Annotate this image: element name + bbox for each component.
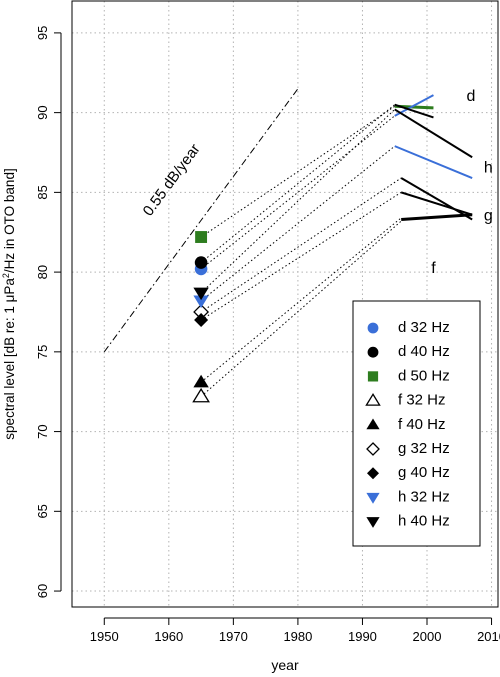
trend-line-label: 0.55 dB/year — [140, 141, 204, 220]
x-tick-label: 2010 — [477, 629, 500, 644]
dotted-connector — [200, 109, 396, 294]
legend-marker — [366, 492, 380, 504]
legend-marker — [366, 517, 380, 528]
y-tick-label: 90 — [35, 105, 50, 119]
legend-marker — [366, 442, 380, 456]
y-axis-label-superscript: 2 — [1, 273, 11, 278]
legend-marker — [367, 371, 379, 382]
data-point — [193, 374, 209, 388]
data-points — [192, 231, 210, 403]
trend-segments — [394, 94, 473, 221]
legend-marker — [367, 346, 379, 358]
legend-label: h 40 Hz — [398, 513, 450, 530]
data-point — [193, 295, 209, 309]
y-axis-label: spectral level [dB re: 1 μPa2/Hz in OTO … — [1, 168, 17, 439]
dotted-connector — [200, 145, 396, 302]
y-tick-label: 95 — [35, 26, 50, 40]
legend-marker — [367, 467, 379, 480]
legend-label: f 40 Hz — [398, 416, 446, 433]
trend-segment — [394, 108, 473, 159]
site-label: d — [466, 88, 475, 105]
y-axis-label-unit: /Hz in OTO band] — [2, 168, 17, 273]
dotted-connector — [200, 177, 402, 313]
y-tick-label: 80 — [35, 265, 50, 279]
site-labels: d h g f — [431, 88, 493, 277]
legend: d 32 Hz d 40 Hz d 50 Hz f 32 Hz f 40 Hz g 32 … — [352, 300, 481, 547]
y-tick-label: 65 — [35, 504, 50, 518]
y-axis-label-main: spectral level [dB re: 1 μPa — [2, 278, 17, 440]
legend-label: d 50 Hz — [398, 367, 450, 384]
dotted-connector — [200, 104, 396, 263]
x-axis: 1950 1960 1970 1980 1990 2000 2010 — [90, 617, 500, 644]
legend-label: f 32 Hz — [398, 392, 446, 409]
legend-label: d 40 Hz — [398, 343, 450, 360]
y-tick-label: 75 — [35, 345, 50, 359]
data-point — [195, 231, 208, 243]
legend-marker — [365, 393, 381, 406]
y-axis: 60 65 70 75 80 85 90 95 — [35, 26, 62, 598]
dotted-connector — [200, 105, 396, 238]
data-point — [194, 312, 209, 327]
x-tick-label: 1970 — [219, 629, 248, 644]
x-tick-label: 1950 — [90, 629, 119, 644]
x-tick-label: 2000 — [413, 629, 442, 644]
legend-label: h 32 Hz — [398, 488, 450, 505]
trend-segment — [400, 177, 473, 221]
legend-marker — [366, 418, 380, 430]
trend-line-path — [103, 88, 299, 353]
dotted-connectors — [200, 104, 402, 397]
x-tick-label: 1990 — [348, 629, 377, 644]
x-tick-label: 1980 — [283, 629, 312, 644]
trend-segment — [401, 213, 473, 221]
site-label: g — [484, 208, 493, 225]
data-point — [192, 387, 210, 403]
trend-segment — [394, 103, 434, 119]
dotted-connector — [200, 115, 396, 270]
dotted-connector — [200, 217, 402, 383]
legend-marker — [367, 322, 379, 334]
legend-label: d 32 Hz — [398, 319, 450, 336]
trend-segment — [400, 191, 473, 216]
plot-frame — [71, 0, 499, 608]
dotted-connector — [200, 220, 402, 397]
trend-segment — [394, 145, 473, 179]
data-point — [193, 287, 209, 301]
x-tick-label: 1960 — [154, 629, 183, 644]
site-label: f — [431, 260, 436, 277]
y-tick-label: 85 — [35, 185, 50, 199]
data-point — [194, 256, 208, 269]
site-label: h — [484, 160, 493, 177]
y-tick-label: 70 — [35, 424, 50, 438]
legend-label: g 40 Hz — [398, 464, 450, 481]
y-tick-label: 60 — [35, 584, 50, 598]
legend-label: g 32 Hz — [398, 440, 450, 457]
x-axis-label: year — [271, 657, 299, 673]
